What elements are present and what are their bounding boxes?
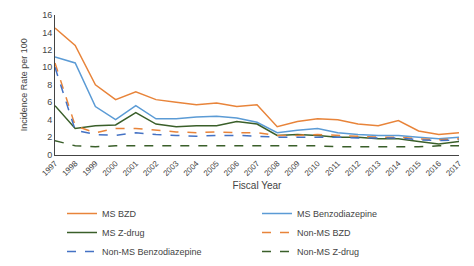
svg-text:6: 6 (47, 97, 52, 107)
svg-text:2000: 2000 (101, 159, 120, 178)
svg-text:Fiscal Year: Fiscal Year (233, 180, 283, 191)
svg-text:2009: 2009 (283, 159, 302, 178)
svg-text:1997: 1997 (40, 159, 59, 178)
svg-text:16: 16 (42, 10, 52, 20)
svg-text:2001: 2001 (121, 159, 140, 178)
svg-text:MS Z-drug: MS Z-drug (102, 228, 145, 238)
svg-text:Non-MS BZD: Non-MS BZD (297, 228, 351, 238)
svg-text:2006: 2006 (222, 159, 241, 178)
svg-text:2017: 2017 (444, 159, 463, 178)
svg-text:2002: 2002 (141, 159, 160, 178)
svg-text:2013: 2013 (363, 159, 382, 178)
svg-text:2004: 2004 (182, 159, 201, 178)
svg-text:2003: 2003 (161, 159, 180, 178)
svg-text:Non-MS Z-drug: Non-MS Z-drug (297, 247, 359, 257)
svg-text:2015: 2015 (404, 159, 423, 178)
svg-text:Incidence Rate per 100: Incidence Rate per 100 (19, 38, 29, 131)
svg-text:2011: 2011 (324, 159, 343, 178)
svg-text:12: 12 (42, 45, 52, 55)
svg-text:4: 4 (47, 115, 52, 125)
svg-text:2012: 2012 (343, 159, 362, 178)
svg-text:10: 10 (42, 62, 52, 72)
svg-text:2014: 2014 (384, 159, 403, 178)
svg-text:MS Benzodiazepine: MS Benzodiazepine (297, 209, 377, 219)
svg-text:1999: 1999 (81, 159, 100, 178)
svg-text:2016: 2016 (424, 159, 443, 178)
svg-text:0: 0 (47, 150, 52, 160)
svg-text:2008: 2008 (262, 159, 281, 178)
svg-text:14: 14 (42, 28, 52, 38)
svg-text:2005: 2005 (202, 159, 221, 178)
svg-text:2: 2 (47, 132, 52, 142)
svg-text:1998: 1998 (60, 159, 79, 178)
svg-text:2010: 2010 (303, 159, 322, 178)
svg-text:8: 8 (47, 80, 52, 90)
svg-text:MS BZD: MS BZD (102, 209, 137, 219)
svg-text:2007: 2007 (242, 159, 261, 178)
svg-text:Non-MS Benzodiazepine: Non-MS Benzodiazepine (102, 247, 202, 257)
